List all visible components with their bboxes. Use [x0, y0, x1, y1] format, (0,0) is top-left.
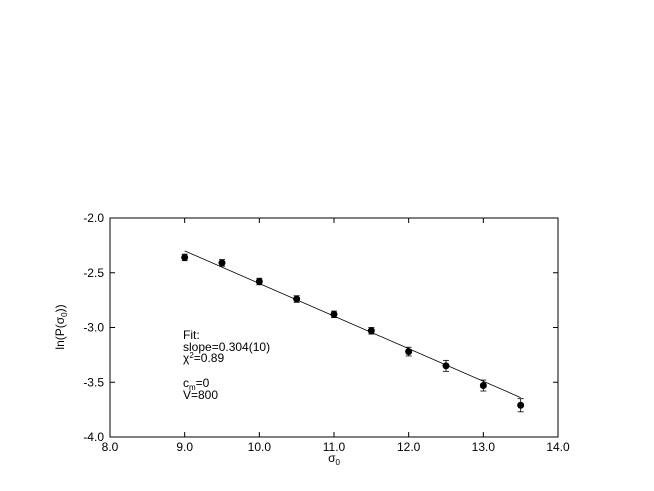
- x-tick-label: 13.0: [472, 440, 496, 454]
- point: [405, 348, 413, 356]
- annotation: χ2=0.89: [183, 351, 224, 365]
- annotation: cm=0: [183, 376, 210, 392]
- x-tick-label: 9.0: [176, 440, 193, 454]
- annotations: Fit: slope=0.304(10) χ2=0.89 cm=0 V=800: [183, 328, 270, 402]
- point: [255, 278, 263, 286]
- y-tick-label: -4.0: [83, 430, 104, 444]
- x-tick-label: 11.0: [323, 440, 346, 454]
- x-axis-label: σ0: [328, 451, 340, 467]
- y-tick-label: -3.5: [83, 375, 104, 389]
- x-tick-label: 10.0: [248, 440, 272, 454]
- fit-line: [184, 250, 521, 398]
- point: [181, 253, 189, 261]
- y-axis-label: ln(P(σ0)): [53, 304, 69, 349]
- y-tick-label: -2.5: [83, 266, 104, 280]
- y-tick-label: -3.0: [83, 321, 104, 335]
- point: [330, 310, 338, 318]
- annotation: slope=0.304(10): [183, 340, 270, 354]
- point: [293, 295, 301, 303]
- point: [517, 401, 525, 409]
- y-tick-label: -2.0: [83, 211, 104, 225]
- point: [218, 259, 226, 267]
- annotation: Fit:: [183, 328, 200, 342]
- plot-frame: [109, 217, 559, 438]
- point: [479, 382, 487, 390]
- x-tick-label: 8.0: [102, 440, 119, 454]
- annotation: V=800: [183, 388, 218, 402]
- x-tick-label: 14.0: [546, 440, 570, 454]
- point: [442, 362, 450, 370]
- x-tick-label: 12.0: [397, 440, 421, 454]
- point: [367, 327, 375, 335]
